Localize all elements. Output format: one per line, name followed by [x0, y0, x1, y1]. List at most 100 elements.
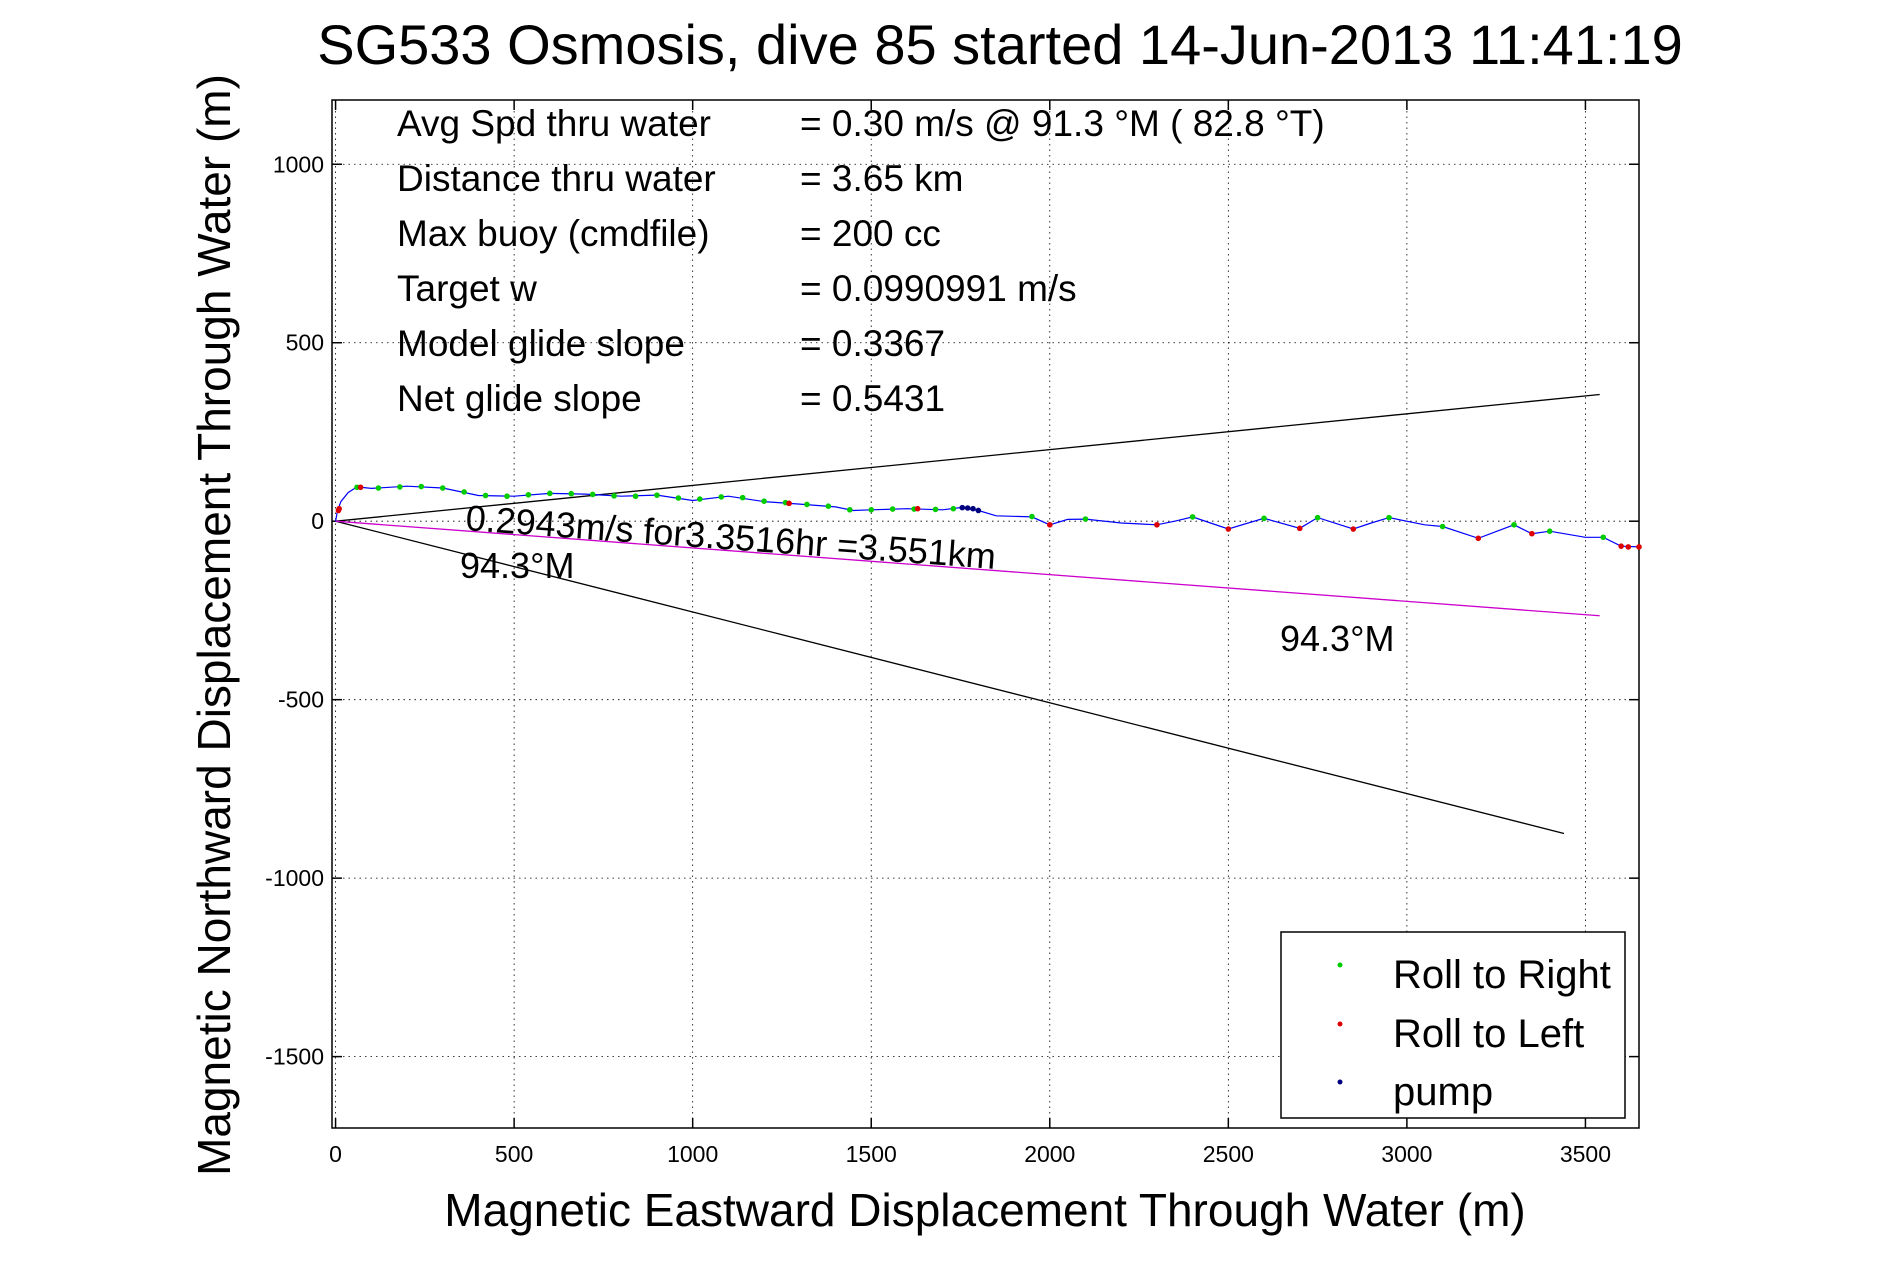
roll-right-point: [950, 505, 957, 512]
cone-lower-line: [335, 520, 1565, 835]
x-tick-label: 500: [495, 1141, 533, 1167]
info-label-5: Model glide slope: [397, 323, 685, 364]
x-tick-label: 3500: [1560, 1141, 1611, 1167]
info-label-4: Target w: [397, 268, 537, 309]
roll-right-point: [375, 485, 382, 491]
chart-title: SG533 Osmosis, dive 85 started 14-Jun-20…: [317, 13, 1683, 76]
roll-right-point: [1386, 514, 1392, 521]
roll-right-point: [889, 506, 896, 512]
roll-right-point: [761, 498, 767, 505]
x-axis-label: Magnetic Eastward Displacement Through W…: [444, 1184, 1525, 1236]
roll-right-point: [632, 493, 639, 500]
roll-left-point: [1154, 521, 1160, 528]
roll-left-point: [1625, 544, 1632, 550]
roll-right-point: [589, 491, 596, 498]
roll-right-point: [1082, 516, 1089, 522]
info-value-1: = 0.30 m/s @ 91.3 °M ( 82.8 °T): [800, 103, 1325, 144]
legend: Roll to Right Roll to Left pump: [1280, 931, 1626, 1119]
roll-left-point: [914, 505, 921, 512]
legend-label-pump: pump: [1393, 1070, 1493, 1114]
heading-annotation-far: 94.3°M: [1280, 618, 1394, 659]
info-label-2: Distance thru water: [397, 158, 716, 199]
x-tick-label: 2000: [1024, 1141, 1075, 1167]
info-label-6: Net glide slope: [397, 378, 642, 419]
roll-right-point: [739, 494, 746, 501]
y-tick-label: 1000: [273, 151, 324, 177]
roll-right-point: [718, 494, 725, 500]
roll-left-point: [336, 505, 342, 512]
roll-right-point: [825, 503, 832, 510]
roll-left-point: [1046, 521, 1053, 528]
roll-left-point: [1225, 526, 1232, 532]
roll-right-point: [1600, 534, 1607, 541]
y-tick-label: -500: [278, 687, 324, 713]
roll-left-point: [786, 500, 792, 507]
info-value-6: = 0.5431: [800, 378, 945, 419]
y-tick-label: -1500: [265, 1044, 324, 1070]
roll-right-point: [461, 489, 467, 495]
roll-right-point: [418, 483, 425, 490]
roll-right-point: [525, 491, 532, 498]
legend-marker-pump: [1337, 1079, 1343, 1085]
legend-marker-roll-left: [1337, 1021, 1343, 1027]
legend-marker-roll-right: [1337, 962, 1343, 968]
roll-right-point: [611, 493, 617, 499]
roll-right-point: [654, 492, 660, 498]
roll-left-point: [357, 484, 364, 491]
roll-right-point: [868, 506, 875, 513]
roll-right-point: [1546, 528, 1553, 534]
y-axis-label: Magnetic Northward Displacement Through …: [188, 74, 240, 1176]
x-tick-label: 3000: [1381, 1141, 1432, 1167]
roll-right-point: [675, 495, 682, 501]
pump-point: [959, 504, 966, 511]
roll-right-point: [1314, 514, 1321, 521]
roll-right-point: [804, 501, 810, 508]
cone-upper-line: [335, 393, 1600, 522]
y-tick-label: -1000: [265, 865, 324, 891]
roll-right-point: [504, 493, 510, 500]
markers: [335, 483, 1642, 550]
roll-left-point: [1636, 544, 1642, 550]
roll-right-point: [1261, 515, 1267, 522]
roll-right-point: [1511, 521, 1517, 528]
roll-right-point: [439, 485, 446, 491]
info-label-1: Avg Spd thru water: [397, 103, 711, 144]
axis-ticks: 0 500 1000 1500 2000 2500 3000 3500 -1500 -1000 -5…: [265, 100, 1639, 1167]
roll-left-point: [1350, 526, 1357, 532]
roll-right-point: [1439, 523, 1446, 530]
roll-right-point: [568, 490, 575, 497]
roll-left-point: [1618, 543, 1624, 549]
info-value-5: = 0.3367: [800, 323, 945, 364]
info-label-3: Max buoy (cmdfile): [397, 213, 710, 254]
pump-point: [975, 507, 982, 514]
x-tick-label: 1000: [667, 1141, 718, 1167]
roll-left-point: [1296, 525, 1303, 532]
track-line: [335, 485, 1640, 548]
roll-right-point: [932, 506, 939, 513]
roll-right-point: [482, 492, 489, 499]
pump-point: [964, 505, 971, 511]
roll-left-point: [1475, 535, 1482, 542]
pump-point: [970, 505, 976, 512]
roll-right-point: [697, 496, 703, 502]
legend-label-roll-left: Roll to Left: [1393, 1012, 1584, 1056]
info-value-3: = 200 cc: [800, 213, 941, 254]
grid: [332, 100, 1639, 1128]
y-tick-label: 0: [311, 508, 324, 534]
roll-right-point: [1029, 513, 1035, 520]
roll-right-point: [397, 484, 403, 490]
roll-right-point: [1189, 514, 1196, 520]
x-tick-label: 2500: [1203, 1141, 1254, 1167]
reference-lines: [335, 393, 1600, 835]
roll-left-point: [1529, 530, 1535, 537]
y-tick-label: 500: [286, 330, 324, 356]
roll-right-point: [847, 506, 853, 513]
heading-annotation-near: 94.3°M: [460, 545, 574, 586]
track: [335, 485, 1640, 548]
info-value-2: = 3.65 km: [800, 158, 964, 199]
plot-area-frame: [331, 99, 1640, 1129]
info-block: Avg Spd thru water = 0.30 m/s @ 91.3 °M …: [397, 103, 1325, 419]
roll-right-point: [547, 490, 553, 497]
x-tick-label: 0: [329, 1141, 342, 1167]
